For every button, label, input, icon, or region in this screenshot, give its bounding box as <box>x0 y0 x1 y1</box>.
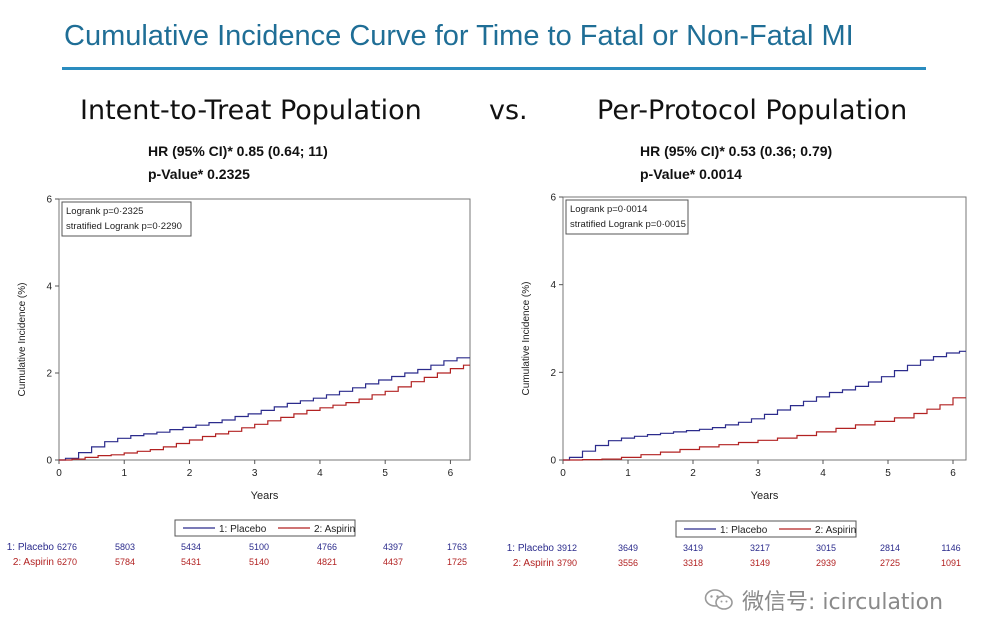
p-value-right: p-Value* 0.0014 <box>640 166 742 182</box>
risk-cell: 1725 <box>447 557 467 567</box>
vs-label: vs. <box>489 95 528 126</box>
x-tick-label: 4 <box>820 468 826 479</box>
legend-label-placebo: 1: Placebo <box>219 524 267 535</box>
hazard-ratio-right: HR (95% CI)* 0.53 (0.36; 0.79) <box>640 143 833 159</box>
x-tick-label: 6 <box>950 468 956 479</box>
x-tick-label: 0 <box>560 468 566 479</box>
risk-cell: 3912 <box>557 543 577 553</box>
logrank-text: stratified Logrank p=0·0015 <box>570 219 686 230</box>
risk-cell: 6270 <box>57 557 77 567</box>
x-tick-label: 5 <box>382 468 388 479</box>
population-title-left: Intent-to-Treat Population <box>80 95 422 126</box>
chart-intent-to-treat: 0 2 4 6 0 1 2 3 4 5 6 Years Cumulative Incidence (%)… <box>7 195 471 568</box>
wechat-logo-icon <box>704 589 733 610</box>
risk-cell: 6276 <box>57 542 77 552</box>
y-tick-label: 0 <box>46 456 52 467</box>
logrank-box <box>565 199 689 235</box>
x-tick-label: 5 <box>885 468 891 479</box>
hazard-ratio-left: HR (95% CI)* 0.85 (0.64; 11) <box>148 143 328 159</box>
logrank-text: Logrank p=0·2325 <box>66 206 143 217</box>
x-axis-label: Years <box>751 490 779 502</box>
title-rule <box>62 67 926 70</box>
y-tick-label: 4 <box>46 282 52 293</box>
population-title-right: Per-Protocol Population <box>597 95 908 126</box>
x-axis-label: Years <box>251 490 279 502</box>
risk-cell: 3556 <box>618 558 638 568</box>
x-tick-label: 2 <box>690 468 696 479</box>
y-tick-label: 2 <box>550 368 556 379</box>
y-axis-label: Cumulative Incidence (%) <box>521 282 532 396</box>
x-tick-label: 2 <box>187 468 193 479</box>
risk-cell: 3149 <box>750 558 770 568</box>
risk-cell: 1763 <box>447 542 467 552</box>
risk-row-label: 2: Aspirin <box>13 557 54 568</box>
y-tick-label: 0 <box>550 456 556 467</box>
risk-cell: 5434 <box>181 542 201 552</box>
series-line-aspirin <box>563 397 966 461</box>
legend-label-aspirin: 2: Aspirin <box>314 524 355 535</box>
risk-cell: 5100 <box>249 542 269 552</box>
risk-cell: 3217 <box>750 543 770 553</box>
risk-cell: 1091 <box>941 558 961 568</box>
logrank-box <box>61 201 192 237</box>
x-tick-label: 3 <box>252 468 258 479</box>
chart-per-protocol: 0 2 4 6 0 1 2 3 4 5 6 Years Cumulative Incidence (%)… <box>507 193 967 569</box>
x-tick-label: 0 <box>56 468 62 479</box>
risk-row-label: 1: Placebo <box>507 543 555 554</box>
risk-cell: 5803 <box>115 542 135 552</box>
risk-cell: 3790 <box>557 558 577 568</box>
series-line-aspirin <box>59 364 470 461</box>
risk-cell: 4821 <box>317 557 337 567</box>
series-line-placebo <box>563 350 966 461</box>
risk-cell: 5784 <box>115 557 135 567</box>
risk-cell: 5140 <box>249 557 269 567</box>
risk-row-label: 2: Aspirin <box>513 558 554 569</box>
risk-cell: 3649 <box>618 543 638 553</box>
risk-cell: 2814 <box>880 543 900 553</box>
x-tick-label: 6 <box>448 468 454 479</box>
risk-cell: 2939 <box>816 558 836 568</box>
x-tick-label: 3 <box>755 468 761 479</box>
legend-label-aspirin: 2: Aspirin <box>815 525 856 536</box>
y-axis-label: Cumulative Incidence (%) <box>17 283 28 397</box>
y-tick-label: 4 <box>550 280 556 291</box>
plot-frame <box>58 198 471 461</box>
risk-cell: 4437 <box>383 557 403 567</box>
x-tick-label: 1 <box>625 468 631 479</box>
legend-box <box>174 519 356 537</box>
legend-box <box>675 520 857 538</box>
risk-cell: 4397 <box>383 542 403 552</box>
x-tick-label: 1 <box>121 468 127 479</box>
y-tick-label: 6 <box>550 193 556 204</box>
watermark: 微信号: icirculation <box>704 587 944 615</box>
risk-cell: 3419 <box>683 543 703 553</box>
y-tick-label: 2 <box>46 369 52 380</box>
plot-frame <box>562 196 967 461</box>
x-tick-label: 4 <box>317 468 323 479</box>
risk-cell: 3015 <box>816 543 836 553</box>
logrank-text: stratified Logrank p=0·2290 <box>66 221 182 232</box>
risk-row-label: 1: Placebo <box>7 542 55 553</box>
watermark-text: 微信号: icirculation <box>742 590 944 615</box>
series-line-placebo <box>59 357 470 461</box>
logrank-text: Logrank p=0·0014 <box>570 204 647 215</box>
risk-cell: 2725 <box>880 558 900 568</box>
risk-cell: 3318 <box>683 558 703 568</box>
slide-title: Cumulative Incidence Curve for Time to F… <box>64 20 854 52</box>
risk-cell: 1146 <box>941 543 960 553</box>
legend-label-placebo: 1: Placebo <box>720 525 768 536</box>
y-tick-label: 6 <box>46 195 52 206</box>
p-value-left: p-Value* 0.2325 <box>148 166 250 182</box>
risk-cell: 4766 <box>317 542 337 552</box>
risk-cell: 5431 <box>181 557 201 567</box>
